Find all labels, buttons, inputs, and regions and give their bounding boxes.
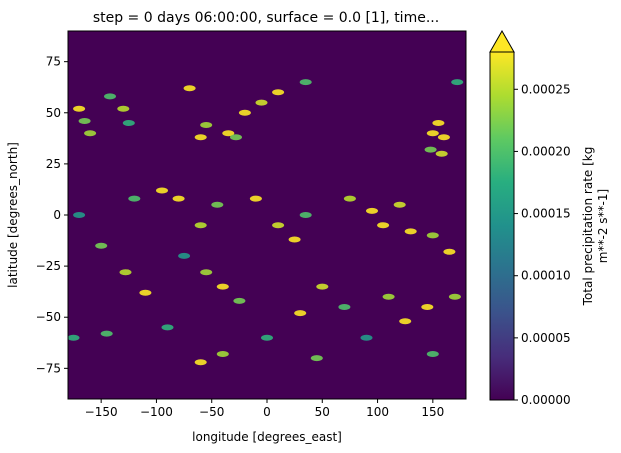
precip-cell-43 <box>216 283 229 290</box>
y-tick-label: −25 <box>36 259 61 273</box>
y-tick-label: 0 <box>53 208 61 222</box>
precip-cell-13 <box>230 134 242 141</box>
precip-cell-54 <box>161 324 174 331</box>
precip-cell-60 <box>426 351 439 357</box>
precip-cell-6 <box>183 85 196 92</box>
colorbar-label-line2: m**-2 s**-1] <box>596 189 610 263</box>
precip-cell-37 <box>443 248 456 255</box>
precip-cell-27 <box>249 195 262 202</box>
plot-area <box>68 31 466 399</box>
precip-cell-29 <box>288 236 301 243</box>
precip-cell-28 <box>272 222 285 229</box>
precip-cell-20 <box>451 79 464 86</box>
precip-cell-47 <box>338 304 351 310</box>
precip-cell-15 <box>426 130 439 137</box>
precip-cell-39 <box>119 269 132 276</box>
precip-cell-45 <box>294 310 307 317</box>
colorbar-tick-label: 0.00025 <box>521 82 571 96</box>
y-tick-label: 50 <box>46 106 61 120</box>
x-tick-label: −150 <box>85 405 118 419</box>
precip-cell-12 <box>272 89 285 96</box>
chart-title: step = 0 days 06:00:00, surface = 0.0 [1… <box>93 10 439 26</box>
precip-cell-19 <box>424 146 437 153</box>
precip-cell-18 <box>435 150 448 157</box>
precip-cell-42 <box>200 269 213 276</box>
precip-cell-34 <box>393 201 406 208</box>
precip-cell-49 <box>399 318 412 325</box>
precip-cell-41 <box>178 252 191 259</box>
colorbar-tick-label: 0.00020 <box>521 144 571 158</box>
precip-cell-40 <box>139 289 152 296</box>
x-tick-label: 100 <box>366 405 389 419</box>
precip-cell-0 <box>73 105 86 112</box>
precip-cell-35 <box>404 228 417 235</box>
y-tick-label: −50 <box>36 310 61 324</box>
precip-cell-9 <box>222 130 235 137</box>
y-axis-ticks: −75 −50 −25 0 25 50 75 <box>36 55 68 375</box>
y-axis-label: latitude [degrees_north] <box>6 142 20 288</box>
x-tick-label: 50 <box>315 405 330 419</box>
colorbar-tick-label: 0.00010 <box>521 269 571 283</box>
precip-cell-1 <box>78 118 91 124</box>
precip-cell-56 <box>216 351 229 357</box>
precip-cell-4 <box>117 105 130 112</box>
colorbar-tick-label: 0.00000 <box>521 393 571 407</box>
precip-cell-55 <box>194 359 207 366</box>
precip-cell-50 <box>421 304 434 310</box>
colorbar-ticks: 0.00000 0.00005 0.00010 0.00015 0.00020 0.000… <box>514 82 571 407</box>
precip-cell-52 <box>67 334 80 341</box>
precip-cell-38 <box>95 242 108 249</box>
y-tick-label: 25 <box>46 157 61 171</box>
colorbar <box>489 51 515 401</box>
precip-cell-46 <box>316 283 329 290</box>
y-tick-label: 75 <box>46 55 61 69</box>
precip-cell-25 <box>194 222 207 229</box>
precip-cell-57 <box>261 334 273 341</box>
precip-cell-33 <box>377 222 390 229</box>
precip-cell-24 <box>172 195 185 202</box>
precip-cell-7 <box>194 134 207 141</box>
x-axis-label: longitude [degrees_east] <box>192 430 342 444</box>
colorbar-tick-label: 0.00015 <box>521 207 571 221</box>
precip-cell-59 <box>360 334 373 341</box>
precip-cell-2 <box>84 130 97 137</box>
colorbar-extend-arrow <box>489 29 515 53</box>
precip-cell-10 <box>238 109 251 116</box>
x-tick-label: −100 <box>140 405 173 419</box>
precip-cell-11 <box>255 99 268 106</box>
precip-cell-32 <box>366 207 378 214</box>
precip-cell-23 <box>156 187 168 194</box>
precip-cell-22 <box>128 195 141 202</box>
precip-cell-53 <box>100 330 113 337</box>
precip-cell-58 <box>310 355 323 362</box>
y-tick-label: −75 <box>36 361 61 375</box>
precip-cell-16 <box>432 120 445 126</box>
x-tick-label: 150 <box>421 405 444 419</box>
x-tick-label: −50 <box>199 405 224 419</box>
precip-cell-8 <box>200 122 213 128</box>
x-tick-label: 0 <box>263 405 271 419</box>
colorbar-label-line1: Total precipitation rate [kg <box>581 147 595 307</box>
precip-cell-36 <box>426 232 439 239</box>
precip-cell-51 <box>448 293 461 300</box>
precip-cell-14 <box>299 79 312 86</box>
precip-cell-31 <box>343 195 356 202</box>
precip-cell-30 <box>299 212 312 218</box>
precip-cell-3 <box>104 93 116 100</box>
precip-cell-26 <box>211 201 224 208</box>
precipitation-field <box>67 79 464 366</box>
precip-cell-44 <box>233 297 246 304</box>
precip-cell-21 <box>73 212 86 218</box>
colorbar-tick-label: 0.00005 <box>521 331 571 345</box>
precip-cell-48 <box>382 293 395 300</box>
precip-cell-17 <box>437 134 450 141</box>
x-axis-ticks: −150 −100 −50 0 50 100 150 <box>85 399 444 419</box>
precip-cell-5 <box>122 120 135 126</box>
